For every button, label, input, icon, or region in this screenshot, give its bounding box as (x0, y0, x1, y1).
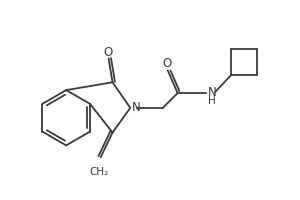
Text: H: H (208, 96, 216, 106)
Text: O: O (162, 57, 171, 70)
Text: N: N (208, 86, 217, 99)
Text: CH₂: CH₂ (89, 167, 108, 177)
Text: O: O (103, 46, 112, 59)
Text: N: N (132, 101, 141, 114)
